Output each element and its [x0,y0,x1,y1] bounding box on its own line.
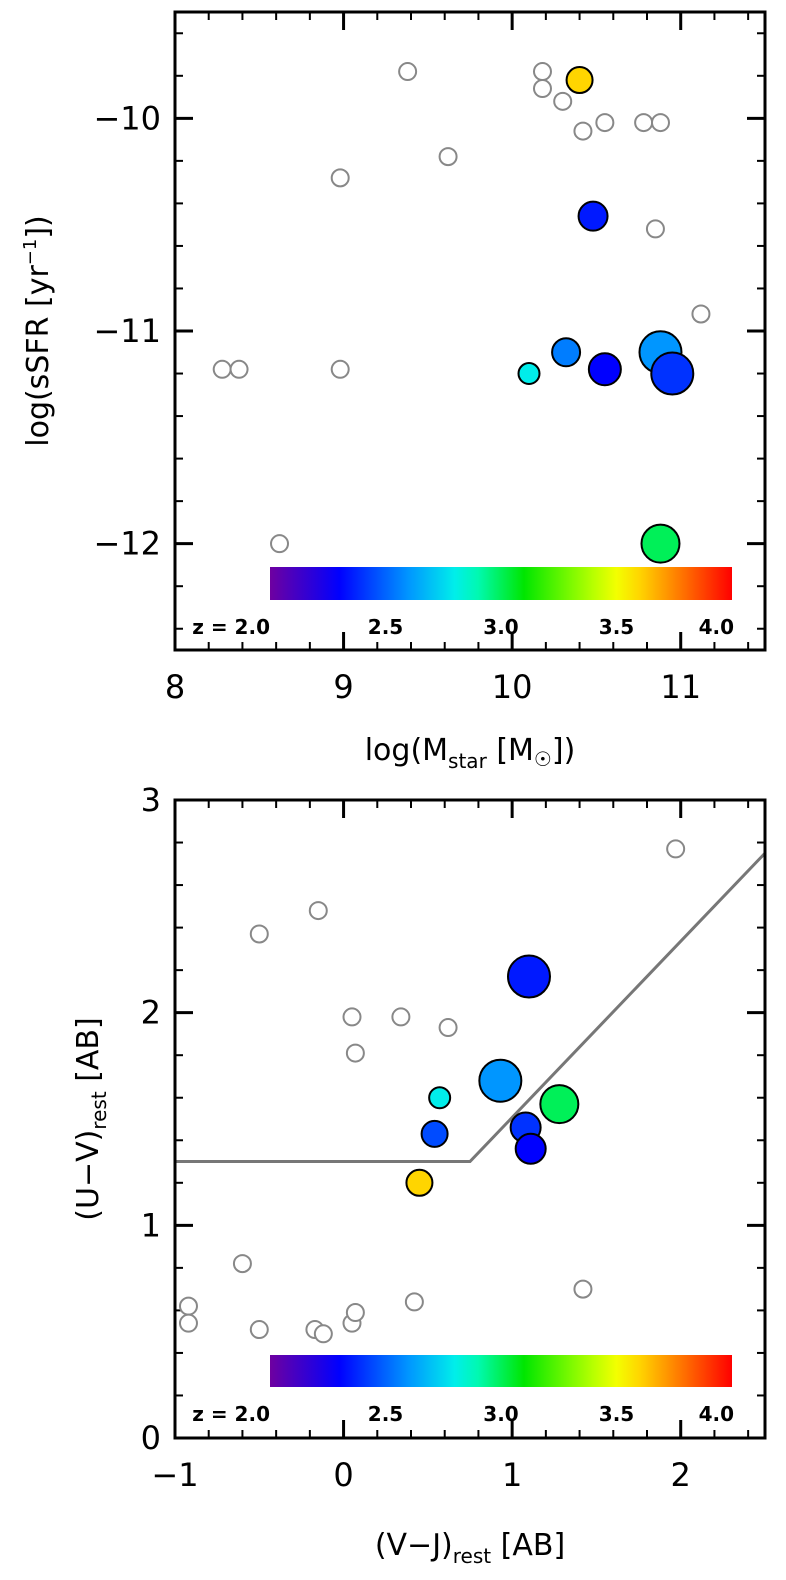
open-point [595,113,615,133]
x-tick-label: 11 [660,668,701,706]
open-point [573,121,593,141]
open-point [691,304,711,324]
open-point [532,62,552,82]
x-tick-label: 1 [502,1456,522,1494]
y-tick-label: −10 [93,99,161,137]
y-axis-label-unit: [AB] [71,1017,106,1091]
y-tick-label: −11 [93,312,161,350]
y-tick-label: 1 [141,1206,161,1244]
filled-point [405,1168,434,1197]
plot-frame [173,10,767,652]
open-point [345,1043,365,1063]
colorbar-tick-label: z = 2.0 [192,615,270,639]
colorbar-tick-label: 2.5 [368,1402,403,1426]
open-point [438,1018,458,1038]
y-axis-label-sub: rest [87,1091,111,1130]
open-point [634,113,654,133]
filled-point [650,351,695,396]
filled-point [514,1132,547,1165]
colorbar-tick-label: 4.0 [699,1402,734,1426]
filled-point [478,1058,523,1103]
open-point [345,1303,365,1323]
open-point [249,924,269,944]
filled-point [587,352,622,387]
open-point [650,113,670,133]
y-tick-label: 3 [141,781,161,819]
y-tick-label: 0 [141,1419,161,1457]
filled-point [551,337,582,368]
y-tick-label: −12 [93,525,161,563]
colorbar-tick-label: z = 2.0 [192,1402,270,1426]
panel-1: 8 9 10 11 −10 −11 −12 z = 2.0 2.5 3.0 3.5 4.0 log(Ms… [20,10,767,773]
filled-point [517,362,541,386]
x-tick-label: 9 [333,668,353,706]
filled-point [565,66,594,95]
open-point [553,91,573,111]
open-point [229,359,249,379]
x-axis-label-close: ]) [552,733,575,768]
open-point [308,901,328,921]
x-axis-label-unit: [AB] [491,1528,565,1563]
colorbar-tick-label: 3.5 [599,1402,634,1426]
x-axis-label-sub: rest [453,1544,492,1568]
open-point [438,147,458,167]
open-point [249,1320,269,1340]
open-point [270,534,290,554]
x-axis-label-sub: star [448,749,488,773]
y-axis-label-main: (U−V) [71,1130,106,1221]
uvj-selection-line [175,852,767,1164]
open-point [404,1292,424,1312]
colorbar [270,1355,732,1387]
x-axis-label-sun: ☉ [534,747,552,771]
open-point [212,359,232,379]
open-point [666,839,686,859]
colorbar-tick-label: 3.5 [599,615,634,639]
x-tick-label: −1 [151,1456,198,1494]
open-point [532,79,552,99]
x-axis-label-unit: [M [487,733,534,768]
filled-point [577,200,609,232]
x-axis-label: log(Mstar [M☉]) [365,733,576,773]
filled-point [507,954,551,999]
open-point [573,1279,593,1299]
filled-point [428,1086,452,1110]
filled-point [640,523,681,564]
y-axis-label: (U−V)rest [AB] [71,1017,111,1220]
open-point [330,359,350,379]
filled-point [420,1119,449,1148]
open-point [645,219,665,239]
open-point [178,1313,198,1333]
y-axis-label-main: log(sSFR [yr [21,265,56,447]
colorbar-tick-label: 4.0 [699,615,734,639]
x-axis-label-main: log(M [365,733,448,768]
colorbar-tick-label: 3.0 [483,1402,518,1426]
open-point [178,1296,198,1316]
plot-frame [173,798,767,1440]
x-tick-label: 0 [333,1456,353,1494]
y-axis-label-sup: −1 [20,239,41,266]
colorbar-tick-label: 2.5 [368,615,403,639]
open-point [313,1324,333,1344]
open-point [342,1007,362,1027]
colorbar-tick-label: 3.0 [483,615,518,639]
open-point [232,1254,252,1274]
open-point [391,1007,411,1027]
x-axis-label: (V−J)rest [AB] [375,1528,565,1568]
colorbar [270,567,732,600]
y-tick-label: 2 [141,994,161,1032]
x-tick-label: 10 [492,668,533,706]
open-point [398,62,418,82]
x-tick-label: 8 [165,668,185,706]
open-point [330,168,350,188]
x-tick-label: 2 [671,1456,691,1494]
x-axis-label-main: (V−J) [375,1528,453,1563]
y-axis-label: log(sSFR [yr−1]) [20,215,56,447]
filled-point [539,1084,580,1125]
y-axis-label-close: ]) [21,215,56,238]
